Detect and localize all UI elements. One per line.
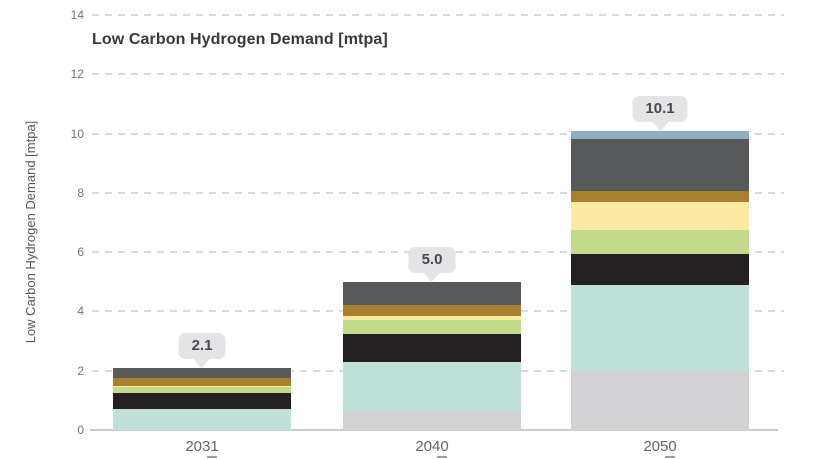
total-callout-2031: 2.1: [178, 332, 226, 368]
bar-segment-2031-teal-segment: [113, 409, 291, 430]
bar-segment-2040-teal-segment: [343, 361, 521, 413]
y-tick-label-12: 12: [70, 67, 84, 82]
bar-segment-2050-blue-gray-segment: [571, 130, 749, 140]
bar-segment-2040-gold-segment: [343, 305, 521, 316]
cropped-text-mark-2040: [437, 456, 447, 458]
bar-segment-2050-light-gray-segment: [571, 370, 749, 430]
x-axis-line: [90, 429, 778, 431]
x-axis-label-2040: 2040: [415, 438, 449, 455]
bar-segment-2050-teal-segment: [571, 284, 749, 371]
bar-segment-2050-black-segment: [571, 253, 749, 285]
bar-segment-2040-pale-yellow-segment: [343, 315, 521, 321]
gridline-8: [92, 191, 784, 194]
bar-segment-2050-gold-segment: [571, 191, 749, 202]
bar-segment-2031-green-segment: [113, 387, 291, 393]
y-tick-label-14: 14: [70, 7, 84, 22]
bar-segment-2050-green-segment: [571, 229, 749, 254]
x-axis-label-2050: 2050: [643, 438, 677, 455]
bar-segment-2040-dark-gray-segment: [343, 281, 521, 306]
bar-segment-2040-light-gray-segment: [343, 412, 521, 430]
bar-segment-2031-black-segment: [113, 392, 291, 410]
bar-segment-2040-black-segment: [343, 333, 521, 362]
x-axis-label-2031: 2031: [185, 438, 219, 455]
chart-title: Low Carbon Hydrogen Demand [mtpa]: [92, 31, 388, 48]
gridline-14: [92, 13, 784, 16]
bar-segment-2040-green-segment: [343, 320, 521, 334]
gridline-12: [92, 73, 784, 76]
bar-segment-2031-pale-yellow-segment: [113, 385, 291, 387]
cropped-text-mark-2031: [207, 456, 217, 458]
cropped-text-mark-2050: [665, 456, 675, 458]
y-tick-label-6: 6: [77, 245, 84, 260]
bar-segment-2050-pale-yellow-segment: [571, 201, 749, 230]
y-tick-label-2: 2: [77, 363, 84, 378]
y-tick-label-0: 0: [77, 423, 84, 437]
total-callout-2040: 5.0: [408, 246, 456, 282]
bar-segment-2031-dark-gray-segment: [113, 367, 291, 379]
gridline-10: [92, 132, 784, 135]
y-tick-label-10: 10: [70, 126, 84, 141]
y-axis-label: Low Carbon Hydrogen Demand [mtpa]: [23, 120, 38, 344]
bar-segment-2050-dark-gray-segment: [571, 139, 749, 192]
bar-segment-2031-gold-segment: [113, 378, 291, 386]
y-tick-label-8: 8: [77, 185, 84, 200]
total-callout-2050: 10.1: [632, 95, 688, 131]
y-tick-label-4: 4: [77, 304, 84, 319]
